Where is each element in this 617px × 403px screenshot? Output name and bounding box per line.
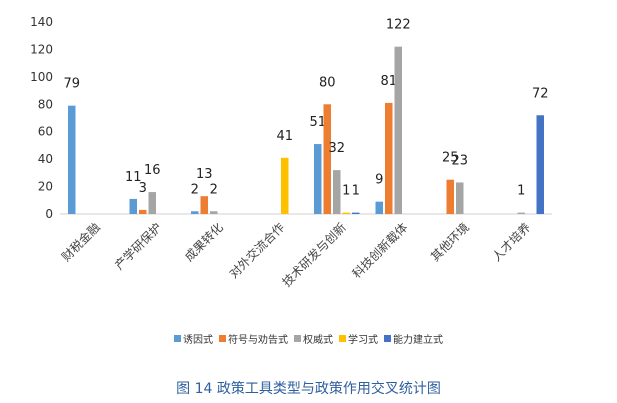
data-label: 32 xyxy=(328,141,345,156)
legend-swatch xyxy=(219,335,226,342)
y-tick-label: 100 xyxy=(30,70,53,84)
y-tick-label: 80 xyxy=(38,97,53,111)
data-label: 1 xyxy=(517,184,525,199)
bar xyxy=(129,198,137,214)
y-tick-label: 60 xyxy=(38,125,53,139)
data-label: 16 xyxy=(144,163,161,178)
bar xyxy=(139,209,147,214)
legend-swatch xyxy=(174,335,181,342)
bar-chart: 02040608010012014079财税金融11316产学研保护2132成果… xyxy=(30,15,552,290)
data-label: 1 xyxy=(352,184,360,199)
legend-item: 能力建立式 xyxy=(384,331,443,346)
legend: 诱因式 符号与劝告式 权威式 学习式 能力建立式 xyxy=(0,331,617,346)
legend-item: 权威式 xyxy=(294,331,333,346)
y-tick-label: 40 xyxy=(38,152,53,166)
data-label: 81 xyxy=(380,74,397,89)
y-tick-label: 120 xyxy=(30,42,53,56)
bar xyxy=(517,212,525,214)
bar xyxy=(314,144,322,214)
category-label: 对外交流合作 xyxy=(226,220,288,282)
bar xyxy=(375,201,383,214)
data-label: 79 xyxy=(63,77,80,92)
bar xyxy=(385,102,393,214)
data-label: 11 xyxy=(125,170,142,185)
legend-swatch xyxy=(294,335,301,342)
data-label: 51 xyxy=(309,115,326,130)
category-label: 技术研发与创新 xyxy=(279,220,349,290)
bar xyxy=(446,179,454,214)
legend-label: 学习式 xyxy=(348,335,378,346)
bar xyxy=(281,157,289,214)
bar xyxy=(352,212,360,214)
bar xyxy=(148,192,156,214)
data-label: 23 xyxy=(451,153,468,168)
legend-label: 能力建立式 xyxy=(393,335,443,346)
y-tick-label: 0 xyxy=(45,207,53,221)
category-label: 人才培养 xyxy=(489,220,534,265)
data-label: 3 xyxy=(139,181,147,196)
y-tick-label: 20 xyxy=(38,180,53,194)
data-label: 1 xyxy=(342,184,350,199)
category-label: 科技创新载体 xyxy=(349,220,411,282)
bar xyxy=(323,104,331,214)
bar xyxy=(68,105,76,214)
bar xyxy=(342,212,350,214)
data-label: 13 xyxy=(196,167,213,182)
legend-swatch xyxy=(339,335,346,342)
bar xyxy=(456,182,464,214)
data-label: 80 xyxy=(319,75,336,90)
y-tick-label: 140 xyxy=(30,15,53,29)
data-label: 2 xyxy=(210,182,218,197)
bar xyxy=(333,170,341,214)
legend-label: 符号与劝告式 xyxy=(228,335,288,346)
data-label: 72 xyxy=(532,86,549,101)
legend-item: 诱因式 xyxy=(174,331,213,346)
legend-label: 权威式 xyxy=(303,335,333,346)
legend-item: 符号与劝告式 xyxy=(219,331,288,346)
bar xyxy=(200,196,208,214)
data-label: 122 xyxy=(386,18,411,33)
data-label: 41 xyxy=(276,129,293,144)
bar xyxy=(536,115,544,214)
category-label: 产学研保护 xyxy=(111,220,164,273)
figure-caption: 图 14 政策工具类型与政策作用交叉统计图 xyxy=(176,381,441,397)
category-label: 成果转化 xyxy=(181,220,226,265)
bar xyxy=(210,211,218,214)
legend-item: 学习式 xyxy=(339,331,378,346)
data-label: 2 xyxy=(191,182,199,197)
category-label: 其他环境 xyxy=(427,220,472,265)
category-label: 财税金融 xyxy=(58,220,103,265)
data-label: 25 xyxy=(442,151,459,166)
legend-swatch xyxy=(384,335,391,342)
legend-label: 诱因式 xyxy=(183,335,213,346)
bar xyxy=(394,46,402,214)
data-label: 9 xyxy=(375,173,383,188)
bar xyxy=(191,211,199,214)
